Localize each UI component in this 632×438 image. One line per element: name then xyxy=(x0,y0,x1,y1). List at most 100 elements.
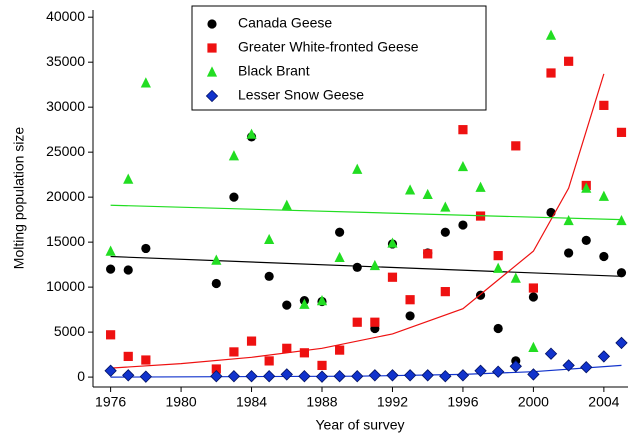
point xyxy=(352,317,362,327)
x-tick-label: 1992 xyxy=(377,394,408,410)
point xyxy=(352,262,362,272)
trend-line xyxy=(110,255,622,277)
point xyxy=(599,251,609,262)
point xyxy=(405,311,415,321)
point xyxy=(563,214,574,226)
point xyxy=(123,265,133,275)
point xyxy=(544,347,558,360)
point xyxy=(106,264,116,274)
legend-marker xyxy=(206,66,218,77)
point xyxy=(597,350,611,363)
x-tick-label: 1984 xyxy=(236,394,267,410)
y-tick-label: 30000 xyxy=(46,98,85,114)
point xyxy=(440,227,450,237)
point xyxy=(334,251,345,263)
point xyxy=(211,364,221,374)
point xyxy=(229,347,239,357)
point xyxy=(421,369,434,382)
point xyxy=(245,370,258,383)
trend-line xyxy=(110,73,605,369)
point xyxy=(527,368,540,381)
point xyxy=(211,278,221,289)
point xyxy=(528,341,539,353)
point xyxy=(228,150,240,161)
legend-label: Canada Geese xyxy=(238,15,332,31)
point xyxy=(475,181,486,192)
point xyxy=(562,359,575,372)
point xyxy=(439,370,452,383)
trend-line xyxy=(110,204,622,221)
point xyxy=(227,370,241,383)
point xyxy=(456,369,470,382)
point xyxy=(282,300,292,310)
point xyxy=(616,214,627,226)
point xyxy=(493,323,503,334)
point xyxy=(369,259,380,271)
legend-label: Lesser Snow Geese xyxy=(238,87,364,103)
point xyxy=(106,330,116,340)
y-axis-label: Molting population size xyxy=(11,127,27,270)
point xyxy=(528,283,539,293)
y-tick-label: 5000 xyxy=(54,323,85,339)
point xyxy=(511,141,521,151)
point xyxy=(264,356,274,366)
point xyxy=(387,237,398,248)
x-axis-label: Year of survey xyxy=(316,417,405,433)
point xyxy=(352,163,363,174)
y-tick-label: 10000 xyxy=(46,278,85,294)
y-tick-label: 40000 xyxy=(46,8,85,24)
point xyxy=(141,243,151,254)
point xyxy=(546,68,556,78)
point xyxy=(493,251,503,261)
point xyxy=(123,351,133,362)
point xyxy=(581,235,591,245)
point xyxy=(387,272,398,282)
point xyxy=(123,173,134,184)
point xyxy=(246,336,257,346)
point xyxy=(104,364,117,377)
point xyxy=(370,317,380,327)
y-tick-label: 15000 xyxy=(46,233,85,249)
point xyxy=(493,262,504,273)
point xyxy=(282,343,292,353)
point xyxy=(546,207,556,218)
point xyxy=(299,298,310,309)
point xyxy=(509,360,522,373)
point xyxy=(422,188,433,200)
point xyxy=(281,199,292,210)
trend-line xyxy=(110,364,622,378)
legend-label: Black Brant xyxy=(238,63,310,79)
point xyxy=(105,245,116,256)
point xyxy=(564,56,574,66)
point xyxy=(299,348,309,358)
point xyxy=(616,127,627,137)
point xyxy=(335,345,345,355)
x-tick-label: 1996 xyxy=(447,394,478,410)
y-tick-label: 0 xyxy=(77,368,85,384)
x-tick-label: 1988 xyxy=(306,394,337,410)
point xyxy=(335,227,345,237)
point xyxy=(615,336,628,350)
legend-marker xyxy=(205,89,219,103)
point xyxy=(404,184,416,195)
point xyxy=(211,254,222,265)
legend-marker xyxy=(207,19,217,29)
point xyxy=(264,271,274,281)
point xyxy=(599,100,609,110)
point xyxy=(298,370,311,383)
y-tick-label: 25000 xyxy=(46,143,85,159)
x-tick-label: 2000 xyxy=(518,394,549,410)
point xyxy=(528,292,539,302)
x-tick-label: 1980 xyxy=(166,394,197,410)
point xyxy=(580,361,593,374)
point xyxy=(280,368,293,381)
point xyxy=(598,190,609,201)
legend-marker xyxy=(207,43,217,53)
point xyxy=(616,268,627,278)
point xyxy=(457,160,469,172)
point xyxy=(405,295,415,305)
point xyxy=(264,233,275,245)
x-tick-label: 1976 xyxy=(95,394,126,410)
x-tick-label: 2004 xyxy=(588,394,619,410)
legend-label: Greater White-fronted Geese xyxy=(238,39,419,55)
